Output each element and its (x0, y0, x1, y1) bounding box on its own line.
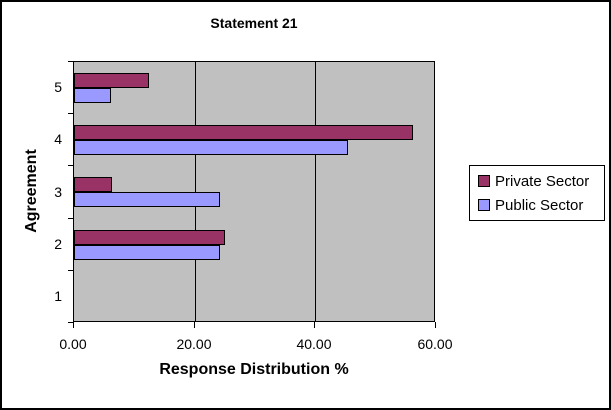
bar-private-sector-cat-5 (74, 73, 149, 88)
x-axis-title: Response Distribution % (159, 361, 349, 378)
x-axis-tick (73, 322, 74, 328)
legend-label: Private Sector (495, 172, 590, 190)
bar-public-sector-cat-4 (74, 140, 348, 155)
y-axis-tick (68, 61, 73, 62)
bar-private-sector-cat-3 (74, 177, 112, 192)
y-axis-tick (68, 270, 73, 271)
bar-public-sector-cat-2 (74, 245, 220, 260)
bar-public-sector-cat-3 (74, 192, 220, 207)
x-tick-label-40.00: 40.00 (296, 336, 332, 352)
x-tick-label-0.00: 0.00 (59, 336, 87, 352)
plot-area (73, 61, 435, 322)
legend-item-private-sector: Private Sector (478, 173, 604, 190)
public-sector-swatch-icon (478, 199, 490, 211)
gridline-20 (195, 62, 196, 321)
x-axis-tick (314, 322, 315, 328)
legend: Private Sector Public Sector (469, 165, 605, 221)
y-category-label-1: 1 (54, 288, 62, 304)
y-category-label-4: 4 (54, 131, 62, 147)
y-axis-tick (68, 322, 73, 323)
y-category-label-2: 2 (54, 236, 62, 252)
y-category-label-3: 3 (54, 184, 62, 200)
x-tick-label-20.00: 20.00 (176, 336, 212, 352)
y-axis-tick (68, 165, 73, 166)
y-axis-tick (68, 218, 73, 219)
x-axis-tick (194, 322, 195, 328)
x-tick-label-60.00: 60.00 (417, 336, 453, 352)
gridline-40 (315, 62, 316, 321)
bar-public-sector-cat-5 (74, 88, 111, 103)
y-category-label-5: 5 (54, 79, 62, 95)
x-axis-tick (435, 322, 436, 328)
legend-item-public-sector: Public Sector (478, 197, 604, 214)
y-axis-tick (68, 113, 73, 114)
legend-label: Public Sector (495, 196, 584, 214)
chart-title: Statement 21 (210, 15, 298, 31)
bar-private-sector-cat-2 (74, 230, 225, 245)
bar-private-sector-cat-4 (74, 125, 413, 140)
private-sector-swatch-icon (478, 175, 490, 187)
